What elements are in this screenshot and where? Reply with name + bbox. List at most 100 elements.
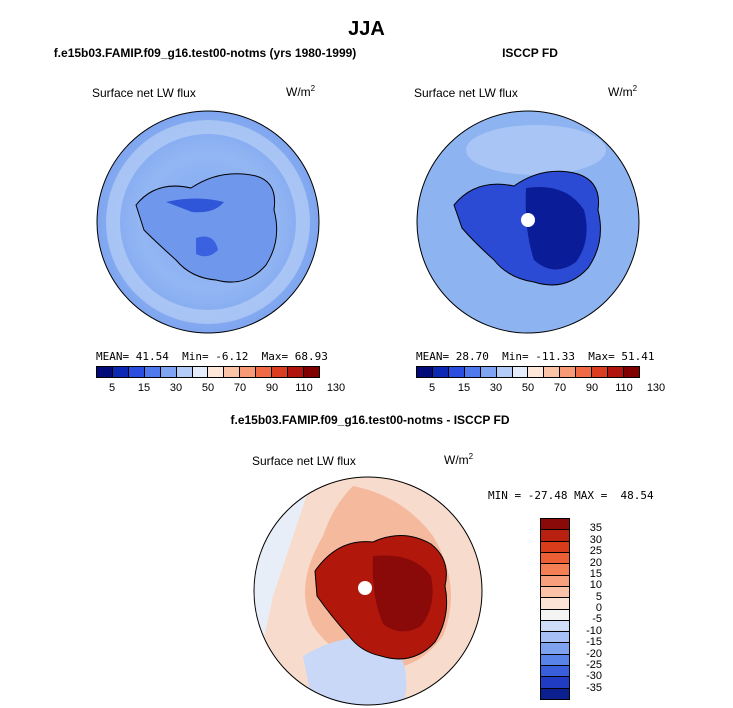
left-polar-map [96, 110, 320, 334]
light-contour-band [466, 125, 606, 175]
left-units-label: W/m2 [286, 84, 316, 99]
colorbar-swatch [541, 687, 569, 699]
colorbar-swatch [271, 367, 288, 377]
colorbar-swatch [622, 367, 639, 377]
map-border [253, 476, 483, 706]
colorbar-swatch [111, 367, 128, 377]
difference-units-label: W/m2 [444, 452, 474, 467]
colorbar-tick-label: 90 [265, 382, 279, 394]
right-colorbar-labels: 5 15 30 50 70 90 110 130 [416, 382, 665, 396]
colorbar-tick-label: 110 [295, 382, 313, 394]
colorbar-tick-label: 90 [585, 382, 599, 394]
colorbar-swatch [541, 597, 569, 609]
colorbar-swatch [127, 367, 144, 377]
colorbar-swatch [495, 367, 512, 377]
colorbar-swatch [591, 367, 608, 377]
colorbar-swatch [479, 367, 496, 377]
colorbar-tick-label: 25 [589, 545, 602, 558]
colorbar-swatch [607, 367, 623, 377]
colorbar-swatch [541, 653, 569, 666]
right-colorbar [416, 366, 640, 378]
colorbar-swatch [302, 367, 319, 377]
colorbar-tick-label: -20 [586, 647, 602, 660]
right-stats: MEAN= 28.70 Min= -11.33 Max= 51.41 [416, 350, 655, 363]
colorbar-swatch [543, 367, 560, 377]
colorbar-swatch [511, 367, 528, 377]
right-panel-subtitle: ISCCP FD [502, 46, 558, 60]
colorbar-swatch [159, 367, 176, 377]
right-polar-map [416, 110, 640, 334]
ross-sea-patch [196, 236, 218, 257]
colorbar-swatch [239, 367, 256, 377]
map-border [96, 110, 320, 334]
colorbar-tick-label: 70 [553, 382, 567, 394]
colorbar-tick-label: 0 [595, 602, 602, 614]
colorbar-swatch [541, 631, 569, 643]
colorbar-tick-label: -15 [586, 636, 602, 649]
colorbar-swatch [541, 574, 569, 586]
left-variable-label: Surface net LW flux [92, 86, 196, 100]
colorbar-tick-label: -10 [586, 624, 602, 637]
colorbar-tick-label: 130 [646, 382, 666, 394]
colorbar-swatch [463, 367, 480, 377]
colorbar-swatch [541, 676, 569, 688]
right-units-label: W/m2 [608, 84, 638, 99]
coastline [453, 170, 601, 286]
colorbar-swatch [223, 367, 240, 377]
colorbar-swatch [541, 563, 569, 575]
colorbar-tick-label: 110 [615, 382, 633, 394]
colorbar-tick-label: 30 [589, 533, 602, 546]
colorbar-swatch [541, 619, 569, 632]
colorbar-swatch [541, 642, 569, 654]
colorbar-tick-label: 5 [428, 382, 436, 394]
colorbar-tick-label: 15 [457, 382, 471, 394]
coastline [314, 535, 448, 660]
colorbar-swatch [527, 367, 544, 377]
colorbar-tick-label: 10 [589, 579, 602, 592]
colorbar-tick-label: 130 [326, 382, 346, 394]
colorbar-tick-label: 70 [233, 382, 247, 394]
colorbar-tick-label: 30 [169, 382, 183, 394]
high-contour-patch [166, 198, 224, 213]
colorbar-tick-label: 15 [137, 382, 151, 394]
left-stats: MEAN= 41.54 Min= -6.12 Max= 68.93 [96, 350, 328, 363]
colorbar-tick-label: 5 [595, 590, 602, 603]
colorbar-swatch [559, 367, 576, 377]
colorbar-swatch [541, 551, 569, 564]
colorbar-swatch [541, 665, 569, 677]
colorbar-swatch [541, 519, 569, 530]
colorbar-swatch [447, 367, 464, 377]
colorbar-swatch [143, 367, 160, 377]
colorbar-swatch [431, 367, 448, 377]
plateau-low-patch [525, 186, 587, 270]
ring-contour-band [106, 120, 310, 324]
left-colorbar [96, 366, 320, 378]
difference-colorbar [540, 518, 570, 700]
colorbar-swatch [97, 367, 112, 377]
colorbar-tick-label: 35 [589, 522, 602, 535]
colorbar-tick-label: -25 [586, 658, 602, 671]
colorbar-swatch [541, 540, 569, 552]
figure-title: JJA [348, 18, 385, 40]
colorbar-tick-label: 5 [108, 382, 116, 394]
colorbar-swatch [207, 367, 224, 377]
pole-hole [358, 581, 372, 595]
colorbar-swatch [541, 585, 569, 598]
plateau-high-patch [372, 555, 433, 632]
colorbar-swatch [175, 367, 192, 377]
colorbar-swatch [287, 367, 303, 377]
left-panel-subtitle: f.e15b03.FAMIP.f09_g16.test00-notms (yrs… [53, 46, 357, 60]
difference-variable-label: Surface net LW flux [252, 454, 356, 468]
colorbar-swatch [255, 367, 272, 377]
difference-subtitle: f.e15b03.FAMIP.f09_g16.test00-notms - IS… [230, 413, 510, 427]
colorbar-swatch [541, 608, 569, 620]
right-variable-label: Surface net LW flux [414, 86, 518, 100]
colorbar-tick-label: 50 [521, 382, 535, 394]
pole-hole [521, 213, 535, 227]
colorbar-swatch [417, 367, 432, 377]
difference-colorbar-labels: 35 30 25 20 15 10 5 0 -5 -10 -15 -20 -25 -30 -35 [574, 518, 614, 700]
difference-stats: MIN = -27.48 MAX = 48.54 [488, 489, 654, 502]
colorbar-tick-label: 20 [589, 556, 602, 569]
colorbar-tick-label: -35 [586, 681, 602, 694]
coastline [135, 173, 278, 283]
